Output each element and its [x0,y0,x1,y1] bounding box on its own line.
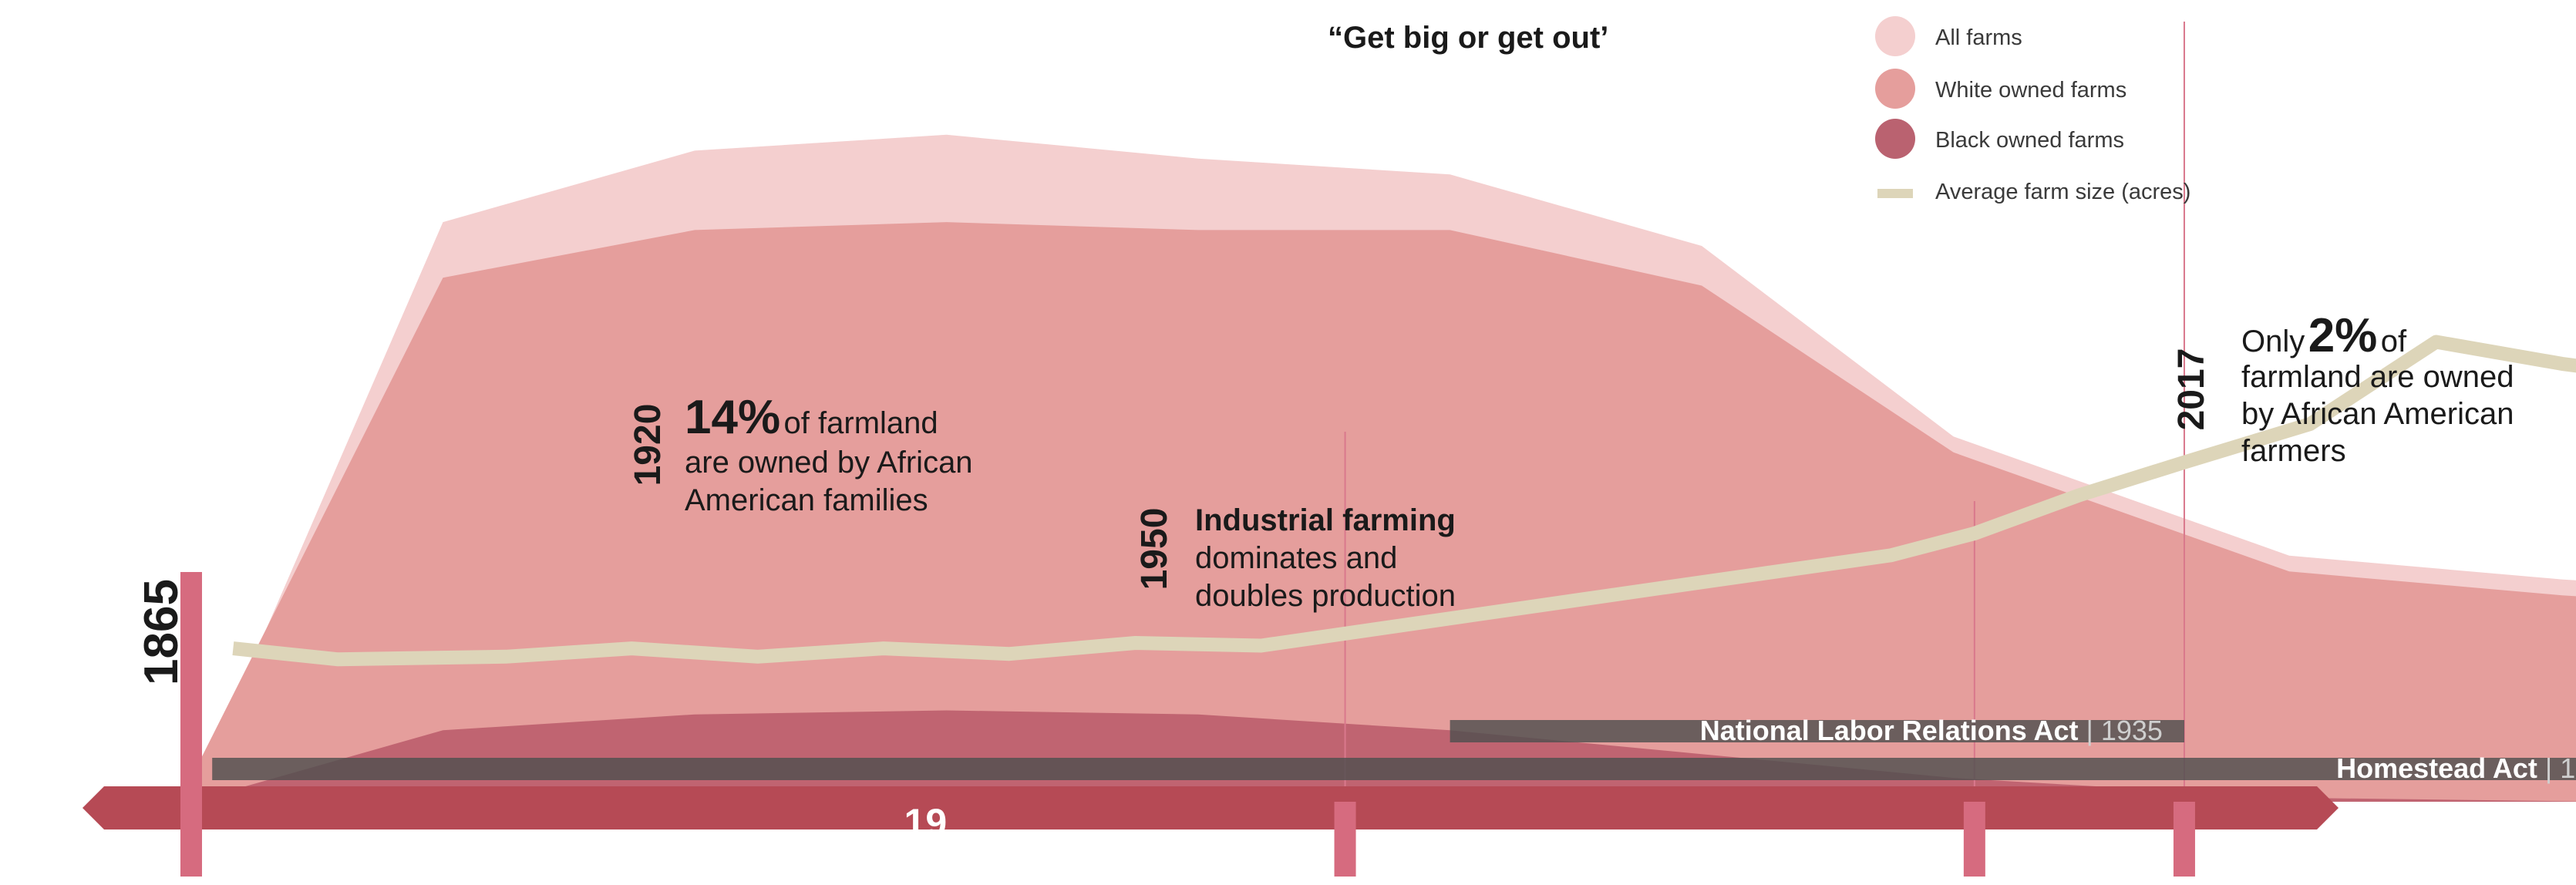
axis-tick-part: 00 [904,833,948,877]
nlra-label: National Labor Relations Act | 1935 [1700,715,2163,746]
nlra-years: 1935 [2101,715,2163,746]
get-big-quote: “Get big or get out’ [1328,21,1608,55]
annotation-1920-rest: of farmland [784,406,938,440]
annotation-1950-line3: doubles production [1195,579,1456,613]
nlra-separator: | [2086,715,2100,746]
timeline-tick-labels: 19002000 [904,801,948,877]
axis-marker-1950 [1963,802,1985,877]
act-bars: National Labor Relations Act | 1935 Home… [212,715,2576,784]
legend-white-owned-label: White owned farms [1935,78,2126,103]
legend-all-farms-swatch [1875,16,1915,56]
axis-tick-part: 19 [904,801,948,844]
annotation-2017-line3: by African American [2241,397,2514,431]
annotation-2017-line4: farmers [2241,434,2346,468]
annotation-1920-line2: are owned by African [685,446,973,480]
legend-farm-size-label: Average farm size (acres) [1935,180,2190,204]
legend: All farms White owned farms Black owned … [1875,16,2190,204]
legend-white-owned-swatch [1875,69,1915,109]
year-2017-label: 2017 [2171,348,2212,431]
annotation-2017-only: Only [2241,325,2305,358]
annotation-2017-line1: Only 2% of [2241,309,2407,362]
annotation-2017-percent: 2% [2308,309,2378,362]
annotation-1920-percent: 14% [685,391,780,444]
homestead-act-label: Homestead Act | 1862 - 1986 [2336,752,2576,784]
legend-farm-size-swatch [1877,189,1913,198]
axis-marker-1960 [2173,802,2195,877]
year-1920-label: 1920 [628,404,668,486]
timeline-band [82,786,2339,829]
nlra-name: National Labor Relations Act [1700,715,2079,746]
axis-marker-1865 [180,572,202,877]
farm-size-line-layer [232,335,2576,667]
homestead-act-name: Homestead Act [2336,752,2537,784]
nlra-bar [1450,720,2184,742]
homestead-act-years: 1862 - 1986 [2560,752,2576,784]
axis-tick-label-1900: 19 00 [904,801,948,877]
legend-all-farms-label: All farms [1935,25,2022,50]
year-1865-label: 1865 [135,579,188,685]
annotation-1920-line3: American families [685,483,928,517]
homestead-act-separator: | [2545,752,2560,784]
annotation-2017-of: of [2381,325,2407,358]
area-layers [191,134,2576,802]
year-1950-label: 1950 [1134,508,1175,591]
homestead-act-bar [212,758,2576,780]
axis-marker-1920 [1334,802,1356,877]
annotation-2017-line2: farmland are owned [2241,360,2514,394]
annotation-1950-line1: Industrial farming [1195,503,1456,537]
farm-size-line [232,335,2576,667]
annotation-1950-line2: dominates and [1195,541,1397,575]
annotations: 1865 1920 14% of farmland are owned by A… [135,21,2514,685]
legend-black-owned-swatch [1875,119,1915,159]
legend-black-owned-label: Black owned farms [1935,128,2124,153]
timeline-axis: 19002000 [82,572,2339,877]
annotation-1920-line1: 14% of farmland [685,391,938,444]
event-lines [1344,22,2185,802]
timeline-markers [180,572,2195,877]
